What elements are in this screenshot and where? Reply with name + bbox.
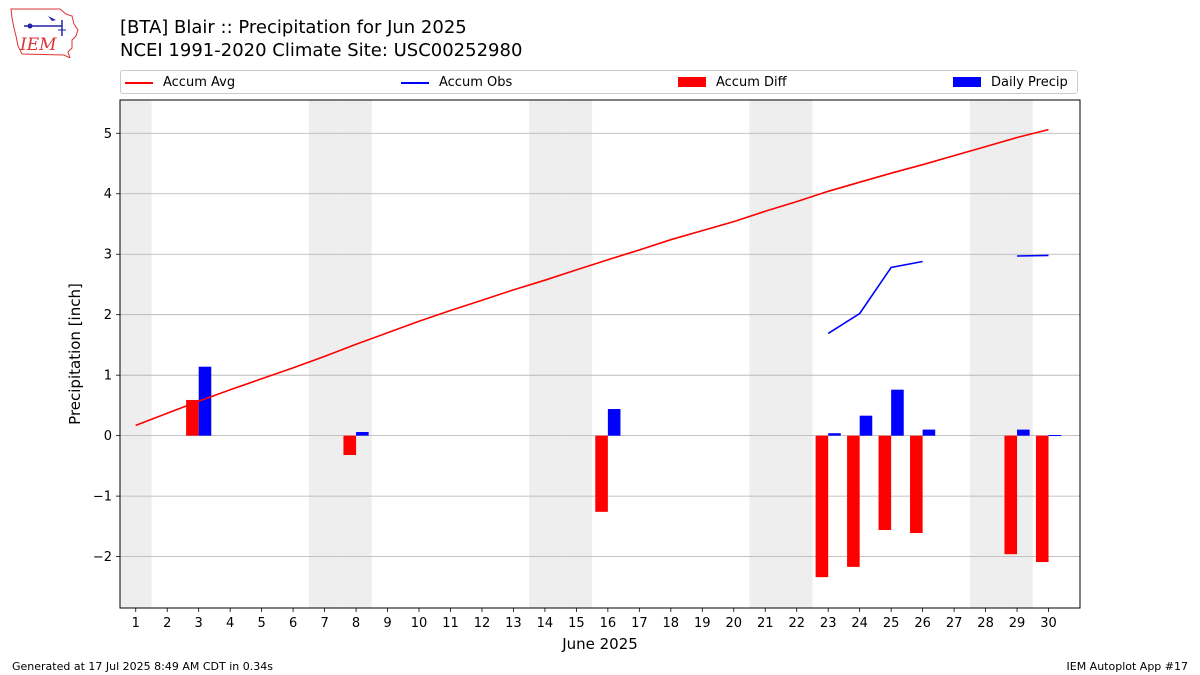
weekend-shade (560, 100, 593, 608)
x-tick-label: 24 (851, 616, 868, 631)
daily-precip-bar (828, 433, 841, 436)
generated-timestamp: Generated at 17 Jul 2025 8:49 AM CDT in … (12, 660, 273, 673)
x-tick-label: 19 (694, 616, 711, 631)
x-tick-label: 26 (914, 616, 931, 631)
daily-precip-bar (891, 389, 904, 436)
y-tick-label: 5 (104, 127, 112, 142)
accum-diff-bar (910, 435, 923, 534)
legend-swatch-accum-obs (401, 82, 429, 84)
weekend-shade (120, 100, 152, 608)
accum-obs-line (1016, 254, 1049, 257)
x-tick-label: 30 (1040, 616, 1057, 631)
x-tick-label: 5 (257, 616, 265, 631)
accum-diff-bar (186, 399, 199, 436)
chart-legend: Accum Avg Accum Obs Accum Diff Daily Pre… (120, 70, 1078, 94)
x-tick-label: 12 (474, 616, 491, 631)
legend-label-accum-obs: Accum Obs (439, 75, 513, 90)
x-tick-label: 11 (442, 616, 459, 631)
x-tick-label: 20 (725, 616, 742, 631)
x-tick-label: 18 (663, 616, 680, 631)
x-tick-label: 13 (505, 616, 522, 631)
x-tick-label: 15 (568, 616, 585, 631)
y-tick-label: 1 (104, 369, 112, 384)
legend-swatch-accum-diff (678, 77, 706, 87)
y-tick-label: −2 (93, 550, 112, 565)
iem-logo-icon: IEM (10, 8, 79, 58)
daily-precip-bar (922, 429, 936, 436)
x-tick-label: 14 (537, 616, 554, 631)
accum-diff-bar (1004, 435, 1018, 555)
x-tick-label: 1 (132, 616, 140, 631)
x-tick-label: 22 (788, 616, 805, 631)
legend-swatch-accum-avg (125, 82, 153, 84)
legend-label-daily-precip: Daily Precip (991, 75, 1068, 90)
y-tick-label: 0 (104, 429, 112, 444)
chart-subtitle: NCEI 1991-2020 Climate Site: USC00252980 (120, 40, 523, 61)
legend-swatch-daily-precip (953, 77, 981, 87)
weekend-shade (780, 100, 813, 608)
accum-avg-line (135, 128, 1049, 427)
daily-precip-bar (1048, 435, 1062, 437)
accum-diff-bar (1035, 435, 1049, 563)
accum-diff-bar (343, 435, 357, 455)
weekend-shade (340, 100, 372, 608)
x-tick-label: 4 (226, 616, 234, 631)
logo-text: IEM (19, 35, 57, 55)
weekend-shade (969, 100, 1002, 608)
x-tick-label: 17 (631, 616, 648, 631)
legend-label-accum-diff: Accum Diff (716, 75, 787, 90)
weekend-shade (529, 100, 561, 608)
y-axis-label: Precipitation [inch] (66, 283, 84, 425)
x-tick-label: 21 (757, 616, 774, 631)
accum-diff-bar (878, 435, 892, 530)
accum-obs-line (827, 260, 923, 335)
x-tick-label: 2 (163, 616, 171, 631)
x-tick-label: 3 (195, 616, 203, 631)
app-credit: IEM Autoplot App #17 (1066, 660, 1189, 673)
x-tick-label: 7 (320, 616, 328, 631)
accum-diff-bar (847, 435, 860, 567)
chart-title: [BTA] Blair :: Precipitation for Jun 202… (120, 17, 467, 38)
x-axis-label: June 2025 (561, 635, 638, 653)
weekend-shade (308, 100, 341, 608)
x-tick-label: 25 (883, 616, 900, 631)
weekend-shade (749, 100, 781, 608)
x-tick-label: 23 (820, 616, 837, 631)
daily-precip-bar (198, 366, 212, 436)
x-tick-label: 9 (383, 616, 391, 631)
plot-frame (119, 99, 1081, 609)
y-tick-label: 4 (104, 187, 112, 202)
x-tick-label: 8 (352, 616, 360, 631)
daily-precip-bar (859, 415, 873, 436)
legend-label-accum-avg: Accum Avg (163, 75, 236, 90)
x-tick-label: 27 (946, 616, 963, 631)
daily-precip-bar (607, 409, 621, 436)
daily-precip-bar (1017, 429, 1030, 436)
accum-diff-bar (595, 435, 608, 512)
x-tick-label: 28 (977, 616, 994, 631)
x-tick-label: 10 (411, 616, 428, 631)
x-tick-label: 16 (600, 616, 617, 631)
daily-precip-bar (356, 432, 369, 436)
y-tick-label: 2 (104, 308, 112, 323)
x-tick-label: 6 (289, 616, 297, 631)
accum-diff-bar (815, 435, 829, 578)
y-tick-label: −1 (93, 490, 112, 505)
y-tick-label: 3 (104, 248, 112, 263)
x-tick-label: 29 (1009, 616, 1026, 631)
